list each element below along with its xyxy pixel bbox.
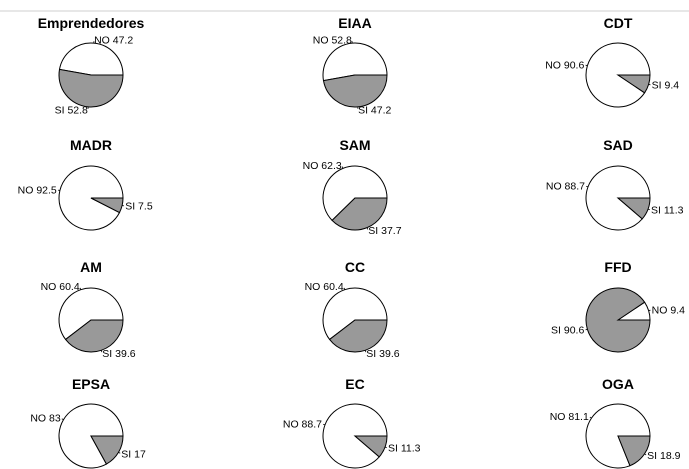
pie-label-tick: [585, 64, 588, 67]
pie-slice-si: [617, 435, 651, 467]
pie-label-tick: [79, 287, 82, 290]
pie-label-tick: [585, 328, 588, 331]
pie-slice-no: [585, 165, 651, 231]
pie-label-tick: [647, 208, 650, 211]
pie-label-no: NO 60.4: [41, 281, 80, 293]
pie-panel-sad: SAD NO 88.7 SI 11.3: [546, 137, 684, 231]
pie-label-tick: [384, 446, 387, 449]
pie-label-tick: [648, 309, 651, 312]
pie-panel-cdt: CDT NO 90.6 SI 9.4: [545, 15, 680, 108]
pie-label-no: NO 62.3: [303, 160, 342, 172]
pie-label-si: SI 11.3: [651, 205, 684, 217]
pie-label-tick: [648, 83, 651, 86]
pie-label-no: NO 81.1: [550, 411, 589, 423]
pie-panel-oga: OGA NO 81.1 SI 18.9: [550, 376, 681, 469]
pie-label-no: NO 52.8: [313, 34, 352, 46]
pie-label-no: NO 83: [30, 413, 61, 425]
pie-slice-no: [322, 42, 388, 82]
pie-label-no: NO 9.4: [652, 304, 685, 316]
pie-title: EPSA: [72, 376, 110, 392]
pie-slice-si: [616, 74, 651, 94]
pie-slice-si: [90, 197, 124, 214]
pie-label-tick: [366, 227, 369, 230]
pie-slice-si: [331, 197, 388, 231]
pie-slice-si: [353, 435, 388, 458]
pie-slice-si: [616, 197, 651, 220]
pie-label-tick: [589, 416, 592, 419]
pie-panel-ec: EC NO 88.7 SI 11.3: [283, 376, 421, 469]
pie-label-tick: [644, 453, 647, 456]
pie-label-no: NO 90.6: [545, 59, 584, 71]
pie-title: EC: [345, 376, 364, 392]
pie-label-tick: [61, 418, 64, 421]
pie-panel-emprendedores: Emprendedores NO 47.2 SI 52.8: [38, 15, 145, 117]
pie-title: AM: [80, 259, 102, 275]
pie-slice-si: [322, 74, 388, 108]
pie-slice-si: [585, 287, 651, 353]
pie-slice-no: [322, 403, 388, 469]
pie-label-no: NO 60.4: [305, 281, 344, 293]
pie-label-si: SI 18.9: [647, 450, 680, 462]
pie-title: CDT: [604, 15, 633, 31]
pie-label-tick: [343, 287, 346, 290]
pie-label-si: SI 39.6: [102, 348, 135, 360]
pie-label-tick: [100, 350, 103, 353]
pie-slice-si: [58, 68, 124, 108]
pie-label-tick: [341, 166, 344, 169]
pie-title: MADR: [70, 137, 112, 153]
pie-label-si: SI 90.6: [551, 325, 584, 337]
pie-label-si: SI 7.5: [125, 201, 153, 213]
pie-panel-eiaa: EIAA NO 52.8 SI 47.2: [313, 15, 392, 117]
pie-slice-si: [328, 319, 388, 353]
pie-label-si: SI 9.4: [652, 80, 680, 92]
pie-label-si: SI 47.2: [358, 105, 391, 117]
pie-label-no: NO 88.7: [283, 418, 322, 430]
pie-label-no: NO 92.5: [18, 184, 57, 196]
pie-label-tick: [586, 185, 589, 188]
pie-label-si: SI 37.7: [368, 225, 401, 237]
pie-panel-madr: MADR NO 92.5 SI 7.5: [18, 137, 153, 231]
pie-title: SAM: [339, 137, 370, 153]
pie-title: EIAA: [338, 15, 371, 31]
pie-label-no: NO 47.2: [94, 34, 133, 46]
pie-title: CC: [345, 259, 365, 275]
pie-title: FFD: [604, 259, 631, 275]
pie-label-tick: [323, 423, 326, 426]
pie-label-tick: [364, 350, 367, 353]
pie-title: OGA: [602, 376, 634, 392]
pie-slice-no: [58, 287, 124, 341]
pie-title: SAD: [603, 137, 633, 153]
pie-panel-epsa: EPSA NO 83 SI 17: [30, 376, 146, 469]
pie-label-tick: [118, 451, 121, 454]
pie-slice-no: [322, 165, 388, 222]
pie-slice-no: [58, 42, 124, 76]
pie-panel-ffd: FFD NO 9.4 SI 90.6: [551, 259, 685, 353]
pie-label-no: NO 88.7: [546, 180, 585, 192]
pie-slice-no: [322, 287, 388, 341]
pie-label-si: SI 39.6: [366, 348, 399, 360]
pie-slice-si: [64, 319, 124, 353]
pie-label-si: SI 11.3: [388, 443, 421, 455]
pie-title: Emprendedores: [38, 15, 145, 31]
pie-label-si: SI 52.8: [55, 105, 88, 117]
pie-label-si: SI 17: [121, 448, 146, 460]
pie-panel-sam: SAM NO 62.3 SI 37.7: [303, 137, 402, 237]
